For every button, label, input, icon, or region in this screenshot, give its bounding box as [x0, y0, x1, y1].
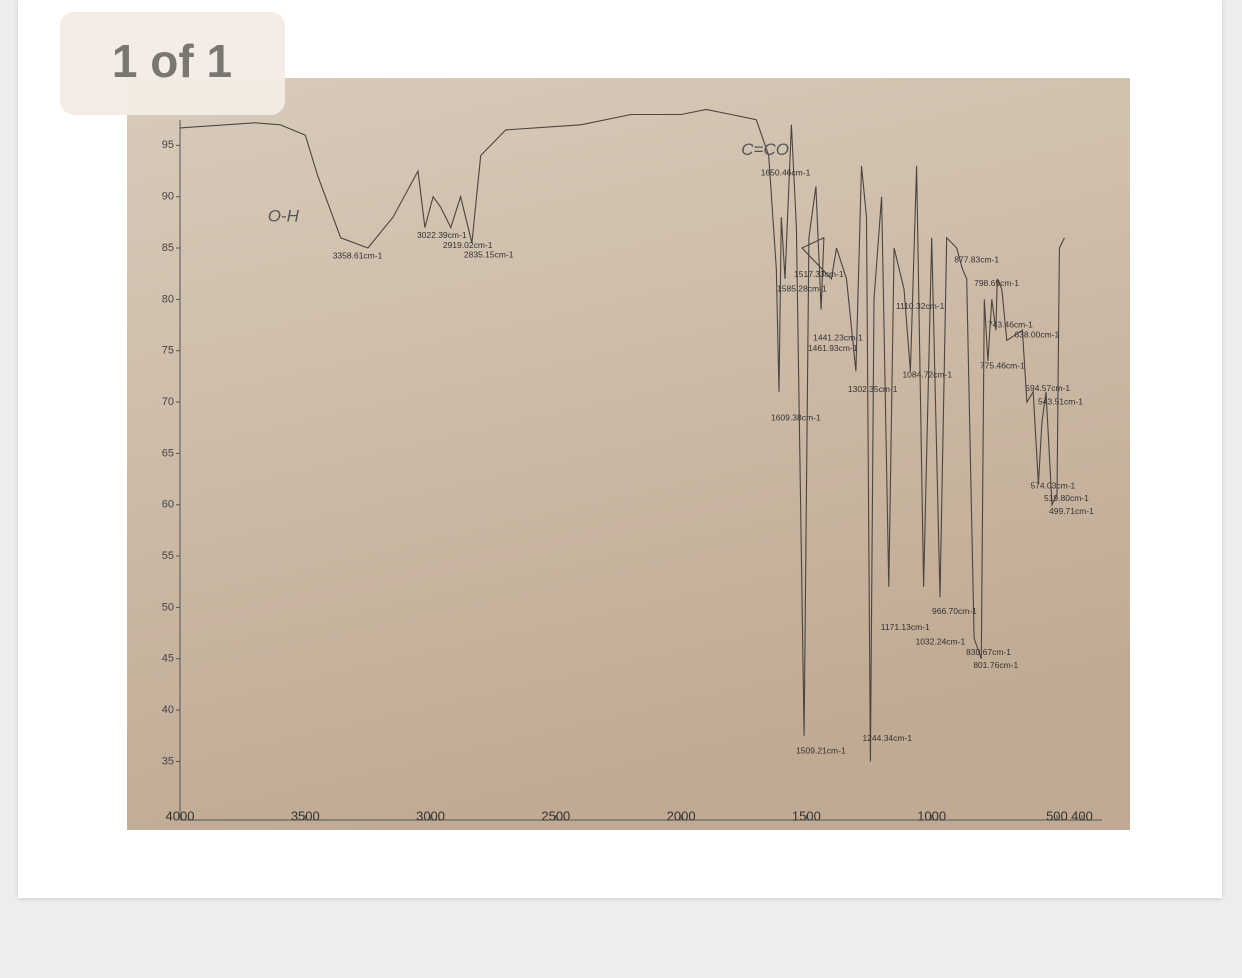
- y-tick-label: 90: [162, 191, 174, 203]
- x-tick-label: 2000: [667, 808, 696, 823]
- peak-label: 743.46cm-1: [988, 319, 1033, 329]
- x-tick-label: 2500: [541, 808, 570, 823]
- peak-label: 1585.28cm-1: [777, 283, 827, 293]
- x-tick-label: 4000: [166, 808, 195, 823]
- handwritten-note: C=CO: [741, 140, 789, 159]
- peak-label: 1244.34cm-1: [862, 733, 912, 743]
- y-tick-label: 40: [162, 704, 174, 716]
- peak-label: 2835.15cm-1: [464, 249, 514, 259]
- peak-label: 966.70cm-1: [932, 606, 977, 616]
- peak-label: 798.69cm-1: [974, 278, 1019, 288]
- peak-label: 1032.24cm-1: [916, 637, 966, 647]
- y-tick-label: 50: [162, 601, 174, 613]
- peak-label: 519.80cm-1: [1044, 493, 1089, 503]
- x-tick-label: 3500: [291, 808, 320, 823]
- y-tick-label: 85: [162, 242, 174, 254]
- peak-label: 3022.39cm-1: [417, 230, 467, 240]
- peak-label: 574.03cm-1: [1030, 481, 1075, 491]
- y-tick-label: 60: [162, 499, 174, 511]
- handwritten-note: O-H: [268, 207, 300, 226]
- peak-label: 638.00cm-1: [1014, 330, 1059, 340]
- paper: [127, 78, 1130, 830]
- page-counter: 1 of 1: [112, 35, 232, 87]
- spectrum-line: [179, 108, 1065, 762]
- y-tick-label: 70: [162, 396, 174, 408]
- peak-label: 775.46cm-1: [980, 360, 1025, 370]
- peak-label: 499.71cm-1: [1049, 506, 1094, 516]
- y-tick-label: 45: [162, 653, 174, 665]
- x-tick-label: 400: [1071, 808, 1093, 823]
- peak-label: 1171.13cm-1: [881, 622, 930, 632]
- y-tick-label: 75: [162, 345, 174, 357]
- peak-label: 1461.93cm-1: [808, 343, 858, 353]
- peak-label: 1441.23cm-1: [813, 333, 863, 343]
- page-badge[interactable]: [60, 12, 285, 115]
- peak-label: 2919.02cm-1: [443, 240, 493, 250]
- x-tick-label: 1500: [792, 808, 821, 823]
- y-tick-label: 95: [162, 139, 174, 151]
- y-tick-label: 65: [162, 447, 174, 459]
- peak-label: 830.67cm-1: [966, 647, 1011, 657]
- x-tick-label: 1000: [917, 808, 946, 823]
- peak-label: 594.57cm-1: [1025, 383, 1070, 393]
- peak-label: 1650.46cm-1: [761, 167, 811, 177]
- y-tick-label: 55: [162, 550, 174, 562]
- peak-label: 1609.38cm-1: [771, 413, 821, 423]
- y-tick-label: 35: [162, 755, 174, 767]
- photo: 35 40 45 50 55 60 65 70 75 80 85 90 95 4000 3500 3000 25…: [127, 78, 1130, 830]
- peak-label: 1517.33cm-1: [794, 269, 844, 279]
- peak-label: 543.51cm-1: [1038, 396, 1083, 406]
- peak-label: 3358.61cm-1: [333, 250, 383, 260]
- x-tick-label: 500: [1046, 808, 1068, 823]
- peak-label: 1302.35cm-1: [848, 384, 898, 394]
- peak-label: 1110.32cm-1: [896, 301, 945, 311]
- peak-label: 877.83cm-1: [954, 255, 999, 265]
- peak-label: 1084.72cm-1: [902, 370, 952, 380]
- x-tick-label: 3000: [416, 808, 445, 823]
- y-tick-label: 80: [162, 293, 174, 305]
- peak-label: 1509.21cm-1: [796, 745, 846, 755]
- peak-label: 801.76cm-1: [973, 660, 1018, 670]
